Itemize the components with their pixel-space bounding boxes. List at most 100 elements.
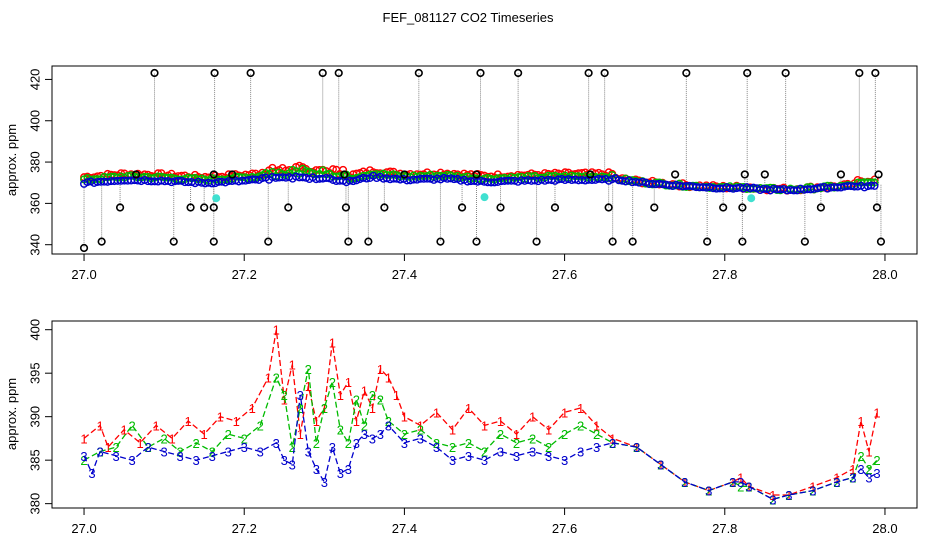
series-2-marker: 2 (737, 479, 744, 494)
series-2-marker: 2 (353, 392, 360, 407)
series-3-marker: 3 (321, 475, 328, 490)
series-3-marker: 3 (857, 462, 864, 477)
series-3-marker: 3 (865, 471, 872, 486)
series-3-marker: 3 (873, 466, 880, 481)
series-1-marker: 1 (217, 410, 224, 425)
series-3-marker: 3 (80, 449, 87, 464)
outlier-point (246, 68, 255, 78)
series-1-marker: 1 (849, 462, 856, 477)
outlier-point (200, 203, 209, 212)
series-1-marker: 1 (545, 423, 552, 438)
outlier-point (344, 237, 353, 246)
top-x-tick-label: 28.0 (872, 267, 897, 282)
bottom-x-axis: 27.0 27.2 27.4 27.6 27.8 28.0 (71, 508, 898, 536)
outlier-point (586, 170, 595, 179)
outlier-point (740, 170, 749, 179)
series-3-marker: 3 (681, 475, 688, 490)
bottom-x-tick-label: 28.0 (872, 521, 897, 536)
series-1-marker: 1 (857, 414, 864, 429)
series-2-line (83, 368, 878, 500)
outlier-point (79, 243, 89, 253)
outlier-point (703, 237, 712, 246)
series-2-marker: 2 (545, 440, 552, 455)
outlier-point (496, 203, 505, 212)
series-3-marker: 3 (297, 388, 304, 403)
series-2-marker: 2 (337, 423, 344, 438)
series-2-marker: 2 (465, 436, 472, 451)
outlier-point (608, 237, 617, 246)
top-y-tick-label: 380 (27, 151, 42, 173)
outlier-point (604, 203, 613, 212)
outlier-point (186, 203, 195, 212)
top-y-tick-label: 420 (27, 69, 42, 91)
series-2-marker: 2 (865, 462, 872, 477)
series-3-marker: 3 (241, 440, 248, 455)
bottom-y-tick-label: 385 (27, 449, 42, 471)
series-1-marker: 1 (737, 471, 744, 486)
outlier-point (872, 203, 882, 212)
series-1-marker: 1 (865, 444, 872, 459)
outlier-point (284, 203, 293, 212)
series-1-marker: 1 (96, 418, 103, 433)
series-2-marker: 2 (225, 427, 232, 442)
series-3-marker: 3 (745, 479, 752, 494)
series-3-marker: 3 (225, 444, 232, 459)
bottom-x-tick-label: 27.6 (552, 521, 577, 536)
series-2-marker: 2 (633, 440, 640, 455)
series-3-marker: 3 (449, 453, 456, 468)
series-1-marker: 1 (297, 427, 304, 442)
series-3-marker: 3 (289, 458, 296, 473)
series-3-point (870, 181, 879, 190)
bottom-y-axis: 380 385 390 395 400 (27, 319, 52, 515)
series-3-marker: 3 (657, 458, 664, 473)
outlier-point (472, 170, 481, 179)
bottom-y-tick-label: 390 (27, 406, 42, 428)
series-1-marker: 1 (353, 414, 360, 429)
series-3-marker: 3 (128, 453, 135, 468)
outlier-point (628, 237, 637, 246)
series-2-marker: 2 (857, 449, 864, 464)
series-1-marker: 1 (593, 418, 600, 433)
series-3-marker: 3 (361, 427, 368, 442)
series-1-marker: 1 (769, 488, 776, 503)
series-3-marker: 3 (112, 449, 119, 464)
series-2-marker: 2 (361, 418, 368, 433)
outlier-point (457, 203, 467, 212)
series-2-marker: 2 (273, 371, 280, 386)
outlier-point (169, 237, 178, 246)
series-2-marker: 2 (417, 423, 424, 438)
series-1-marker: 1 (393, 388, 400, 403)
outlier-point (514, 68, 523, 78)
series-2-marker: 2 (128, 418, 135, 433)
series-2-marker: 2 (112, 440, 119, 455)
outlier-point (364, 237, 373, 246)
series-1-marker: 1 (345, 375, 352, 390)
series-3-marker: 3 (633, 440, 640, 455)
top-y-tick-label: 400 (27, 110, 42, 132)
series-3-marker: 3 (529, 444, 536, 459)
series-1-line (83, 329, 878, 496)
outlier-point (550, 203, 560, 212)
series-1-marker: 1 (385, 371, 392, 386)
series-1-marker: 1 (337, 388, 344, 403)
outlier-point (800, 237, 809, 246)
series-3-marker: 3 (465, 449, 472, 464)
outlier-point (781, 68, 790, 78)
series-3-marker: 3 (281, 453, 288, 468)
series-1-marker: 1 (465, 401, 472, 416)
outlier-point (874, 170, 883, 179)
top-plot-frame (51, 65, 918, 255)
series-1-marker: 1 (529, 410, 536, 425)
series-2-marker: 2 (513, 436, 520, 451)
outlier-point (600, 68, 609, 78)
series-3-marker: 3 (737, 475, 744, 490)
series-1-marker: 1 (321, 401, 328, 416)
series-1-marker: 1 (80, 431, 87, 446)
series-1-marker: 1 (329, 336, 336, 351)
outlier-point (318, 68, 327, 78)
series-1-marker: 1 (609, 431, 616, 446)
series-2-marker: 2 (241, 431, 248, 446)
series-3-point (362, 174, 371, 183)
series-3-marker: 3 (177, 449, 184, 464)
series-3-marker: 3 (849, 471, 856, 486)
